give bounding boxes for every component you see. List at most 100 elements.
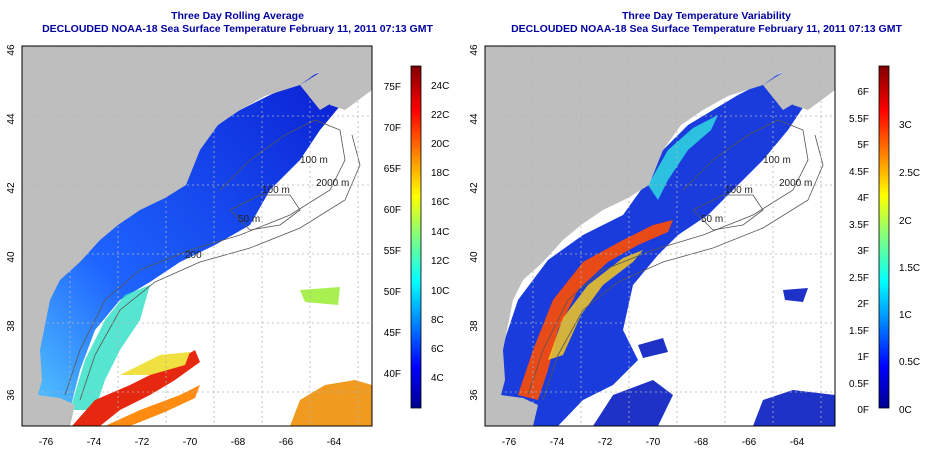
x-axis-ticks: -76 -74 -72 -70 -68 -66 -64	[502, 437, 805, 448]
colorbar-label: 4C	[431, 373, 444, 384]
colorbar-label: 5.5F	[849, 114, 869, 125]
colorbar-label: 5F	[857, 140, 869, 151]
y-tick-label: 42	[6, 182, 17, 194]
colorbar-label: 6C	[431, 344, 444, 355]
colorbar-label: 50F	[384, 287, 401, 298]
x-tick-label: -68	[231, 437, 246, 448]
colorbar-label: 3C	[899, 120, 912, 131]
y-tick-label: 38	[6, 320, 17, 332]
map-subtitle: DECLOUDED NOAA-18 Sea Surface Temperatur…	[511, 23, 902, 35]
colorbar-celsius-labels: 3C 2.5C 2C 1.5C 1C 0.5C 0C	[899, 120, 920, 416]
colorbar-label: 22C	[431, 110, 449, 121]
contour-label: 2000 m	[316, 178, 349, 189]
offshore-blue-patches	[593, 288, 835, 426]
colorbar-label: 16C	[431, 197, 449, 208]
x-tick-label: -74	[550, 437, 565, 448]
colorbar-label: 2.5F	[849, 273, 869, 284]
colorbar-label: 8C	[431, 315, 444, 326]
colorbar-label: 4.5F	[849, 167, 869, 178]
colorbar-label: 40F	[384, 369, 401, 380]
y-axis-ticks: 36 38 40 42 44 46	[6, 44, 17, 401]
x-tick-label: -68	[694, 437, 709, 448]
nova-scotia-land	[300, 50, 372, 110]
y-tick-label: 40	[6, 251, 17, 263]
southeast-warm-water	[290, 380, 372, 426]
colorbar-label: 1C	[899, 310, 912, 321]
x-tick-label: -74	[87, 437, 102, 448]
map-frame	[21, 45, 373, 427]
colorbar-label: 4F	[857, 193, 869, 204]
warm-water-orange	[105, 385, 200, 426]
colorbar-label: 1F	[857, 352, 869, 363]
y-axis-ticks: 36 38 40 42 44 46	[469, 44, 480, 401]
lat-lon-grid	[485, 46, 835, 426]
x-tick-label: -76	[39, 437, 54, 448]
map-frame	[484, 45, 836, 427]
colorbar-label: 6F	[857, 87, 869, 98]
contour-label: 200	[185, 250, 202, 261]
colorbar-label: 3.5F	[849, 220, 869, 231]
x-tick-label: -72	[135, 437, 150, 448]
colorbar-celsius-labels: 24C 22C 20C 18C 16C 14C 12C 10C 8C 6C 4C	[431, 81, 449, 384]
colorbar-label: 0.5F	[849, 379, 869, 390]
sst-average-panel: Three Day Rolling Average DECLOUDED NOAA…	[6, 10, 449, 448]
colorbar-fahrenheit-labels: 75F 70F 65F 60F 55F 50F 45F 40F	[384, 82, 401, 380]
x-tick-label: -70	[646, 437, 661, 448]
colorbar	[878, 65, 890, 409]
cyan-variability-band	[648, 115, 718, 200]
x-axis-ticks: -76 -74 -72 -70 -68 -66 -64	[39, 437, 342, 448]
map-title: Three Day Temperature Variability	[621, 10, 792, 22]
colorbar-label: 65F	[384, 164, 401, 175]
colorbar-label: 3F	[857, 246, 869, 257]
sst-variability-panel: Three Day Temperature Variability DECLOU…	[463, 0, 950, 475]
y-tick-label: 36	[469, 389, 480, 401]
colorbar-label: 20C	[431, 139, 449, 150]
x-tick-label: -72	[598, 437, 613, 448]
colorbar-label: 60F	[384, 205, 401, 216]
x-tick-label: -70	[183, 437, 198, 448]
colorbar-label: 55F	[384, 246, 401, 257]
x-tick-label: -66	[742, 437, 757, 448]
sst-variability-map: 100 m 2000 m 100 m 50 m -76 -74 -72 -70 …	[469, 44, 920, 448]
y-tick-label: 36	[6, 389, 17, 401]
contour-label: 100 m	[725, 185, 753, 196]
mid-shelf-water	[70, 285, 150, 410]
y-tick-label: 46	[469, 44, 480, 56]
y-tick-label: 40	[469, 251, 480, 263]
colorbar	[410, 65, 422, 409]
map-subtitle: DECLOUDED NOAA-18 Sea Surface Temperatur…	[42, 23, 433, 35]
map-title: Three Day Rolling Average	[171, 10, 304, 22]
y-tick-label: 38	[469, 320, 480, 332]
moderate-variability-band	[548, 250, 643, 360]
contour-labels: 100 m 2000 m 100 m 50 m 200	[185, 155, 349, 261]
colorbar-label: 2F	[857, 299, 869, 310]
colorbar-label: 2C	[899, 216, 912, 227]
colorbar-label: 24C	[431, 81, 449, 92]
colorbar-fahrenheit-labels: 6F 5.5F 5F 4.5F 4F 3.5F 3F 2.5F 2F 1.5F …	[849, 87, 869, 416]
contour-label: 100 m	[300, 155, 328, 166]
contour-labels: 100 m 2000 m 100 m 50 m	[701, 155, 812, 225]
low-variability-water	[493, 72, 808, 426]
x-tick-label: -64	[790, 437, 805, 448]
nova-scotia-land	[763, 50, 835, 110]
colorbar-label: 18C	[431, 168, 449, 179]
colorbar-label: 75F	[384, 82, 401, 93]
shelf-water	[22, 72, 345, 426]
contour-label: 100 m	[763, 155, 791, 166]
y-tick-label: 42	[469, 182, 480, 194]
colorbar-label: 0F	[857, 405, 869, 416]
y-tick-label: 46	[6, 44, 17, 56]
sst-average-map: 100 m 2000 m 100 m 50 m 200 -76 -74 -72 …	[6, 44, 449, 448]
colorbar-label: 0.5C	[899, 357, 920, 368]
colorbar-label: 10C	[431, 286, 449, 297]
colorbar-label: 1.5C	[899, 263, 920, 274]
colorbar-label: 45F	[384, 328, 401, 339]
contour-label: 100 m	[262, 185, 290, 196]
contour-label: 50 m	[238, 214, 260, 225]
high-variability-band	[518, 220, 673, 400]
colorbar-label: 14C	[431, 227, 449, 238]
colorbar-label: 70F	[384, 123, 401, 134]
land-mass	[485, 46, 835, 426]
y-tick-label: 44	[6, 113, 17, 125]
x-tick-label: -66	[279, 437, 294, 448]
